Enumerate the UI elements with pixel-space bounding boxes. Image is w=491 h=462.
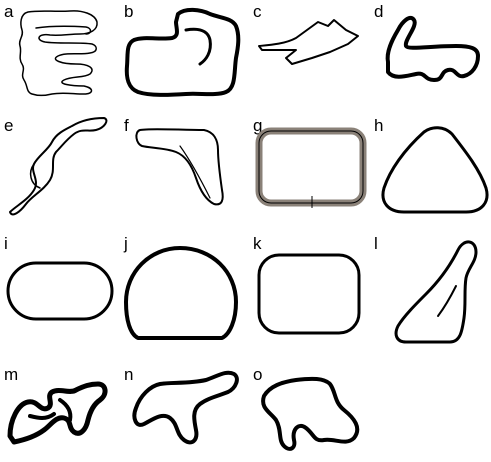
- panel-label-h: h: [374, 116, 383, 135]
- track-g: [255, 127, 367, 207]
- panel-label-i: i: [4, 234, 8, 253]
- track-e-inner: [29, 163, 41, 189]
- panel-label-l: l: [374, 234, 378, 253]
- track-d: [385, 15, 480, 82]
- panel-label-k: k: [253, 234, 262, 253]
- panel-label-f: f: [124, 116, 129, 135]
- track-e: [9, 117, 108, 216]
- track-g-edge: [258, 130, 364, 204]
- panel-label-n: n: [124, 365, 133, 384]
- panel-label-g: g: [253, 116, 262, 135]
- track-i: [6, 261, 114, 321]
- track-c: [258, 19, 359, 65]
- panel-label-e: e: [4, 116, 13, 135]
- track-b: [124, 7, 241, 97]
- panel-label-d: d: [374, 2, 383, 21]
- track-o: [261, 376, 360, 451]
- track-l-inner: [437, 285, 457, 317]
- track-h: [381, 126, 489, 214]
- track-f: [135, 128, 224, 206]
- panel-label-a: a: [4, 2, 14, 21]
- panel-label-m: m: [4, 365, 18, 384]
- panel-label-c: c: [253, 2, 262, 21]
- track-m: [7, 381, 108, 445]
- panel-label-b: b: [124, 2, 133, 21]
- track-l: [394, 240, 478, 344]
- track-a: [18, 10, 98, 97]
- track-b-inner: [184, 27, 212, 66]
- track-k: [257, 253, 361, 335]
- track-n: [132, 370, 239, 445]
- track-j: [124, 246, 238, 340]
- track-m-inner: [28, 398, 73, 422]
- panel-label-j: j: [123, 234, 128, 253]
- panel-label-o: o: [253, 365, 262, 384]
- track-a-inner: [35, 25, 92, 35]
- track-f-inner: [179, 145, 211, 199]
